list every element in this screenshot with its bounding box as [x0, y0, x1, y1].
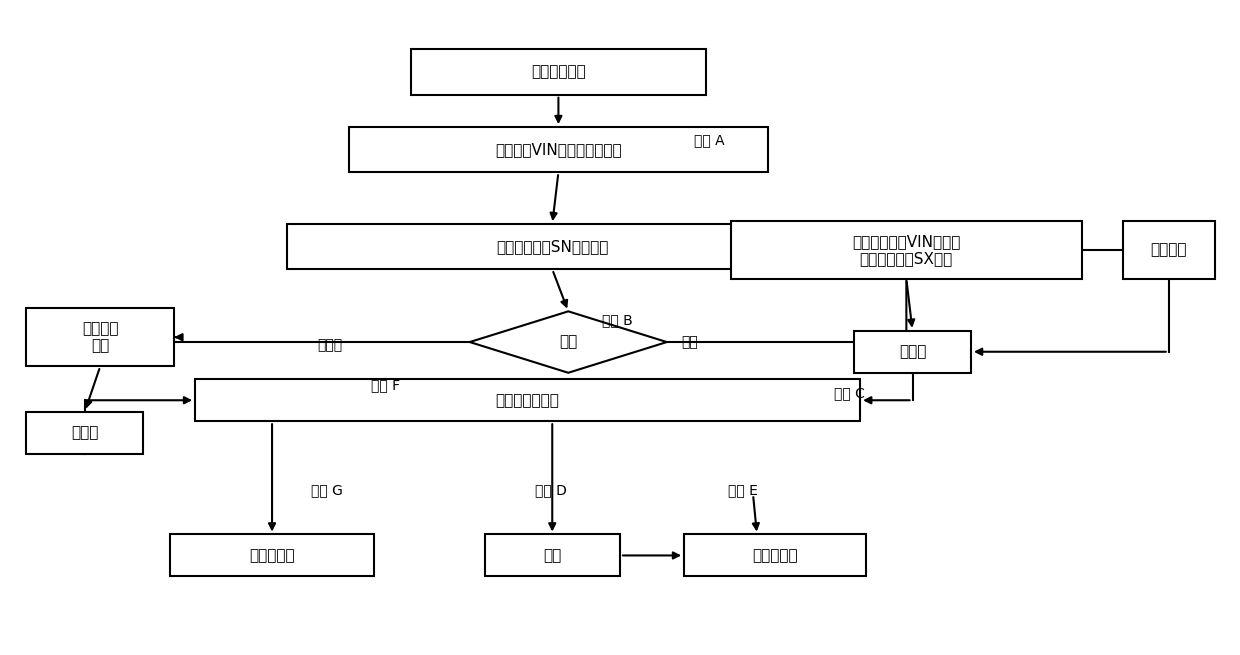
Bar — [1122, 221, 1215, 279]
Text: 打印发货单: 打印发货单 — [753, 548, 799, 563]
Bar — [854, 331, 971, 373]
Text: 排序线动作控制: 排序线动作控制 — [496, 393, 559, 408]
Text: 车架号（VIN码）打印，粘贴: 车架号（VIN码）打印，粘贴 — [495, 142, 621, 157]
Text: 步骤 G: 步骤 G — [311, 483, 342, 497]
Bar — [288, 224, 817, 269]
Bar — [485, 534, 620, 576]
Text: 排序线: 排序线 — [899, 345, 926, 359]
Bar — [26, 308, 174, 366]
Text: 关联车架号（VIN码）、
产品序列号（SX码）: 关联车架号（VIN码）、 产品序列号（SX码） — [852, 234, 961, 266]
Text: 步骤 A: 步骤 A — [694, 133, 724, 147]
Text: 排序线停止: 排序线停止 — [249, 548, 295, 563]
Text: 产品序列号（SN码）判断: 产品序列号（SN码）判断 — [496, 239, 609, 254]
Bar — [348, 127, 768, 172]
Text: 扣减库存: 扣减库存 — [1151, 242, 1187, 257]
Bar — [684, 534, 867, 576]
Text: 步骤 D: 步骤 D — [536, 483, 567, 497]
Text: 堆垠: 堆垠 — [543, 548, 562, 563]
Text: 排序线: 排序线 — [71, 425, 98, 440]
Bar — [170, 534, 373, 576]
Bar — [410, 49, 707, 95]
Polygon shape — [470, 311, 667, 373]
Text: 实时产生信息: 实时产生信息 — [531, 65, 585, 79]
Text: 符合: 符合 — [682, 335, 698, 348]
Text: 步骤 E: 步骤 E — [728, 483, 758, 497]
Text: 步骤 B: 步骤 B — [603, 312, 632, 327]
Text: 判断: 判断 — [559, 335, 578, 350]
Text: 不符合: 不符合 — [317, 339, 343, 352]
Text: 排序信息
看板: 排序信息 看板 — [82, 321, 119, 354]
Text: 步骤 C: 步骤 C — [833, 386, 864, 400]
Bar — [730, 221, 1081, 279]
Text: 步骤 F: 步骤 F — [372, 379, 401, 393]
Bar — [26, 411, 144, 454]
Bar — [195, 379, 861, 421]
